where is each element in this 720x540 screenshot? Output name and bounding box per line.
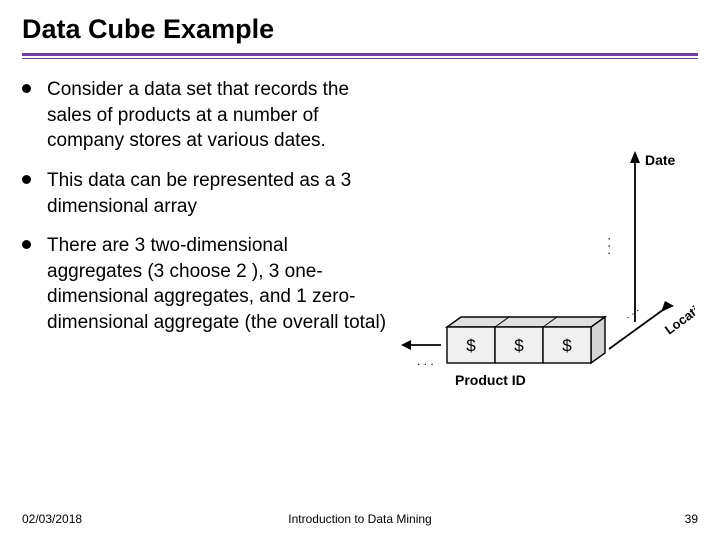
bullet-dot — [22, 175, 31, 184]
bullet-dot — [22, 240, 31, 249]
footer-date: 02/03/2018 — [22, 512, 82, 526]
svg-text:. . .: . . . — [622, 303, 641, 322]
svg-text:. . .: . . . — [606, 237, 621, 255]
list-item: There are 3 two-dimensional aggregates (… — [22, 233, 387, 336]
title-rule-thick — [22, 53, 698, 56]
footer-page: 39 — [685, 512, 698, 526]
svg-text:Date: Date — [645, 152, 676, 168]
svg-text:Product ID: Product ID — [455, 372, 526, 388]
bullet-text: This data can be represented as a 3 dime… — [47, 168, 387, 219]
svg-text:Location: Location — [662, 293, 695, 337]
list-item: Consider a data set that records the sal… — [22, 77, 387, 154]
bullet-dot — [22, 84, 31, 93]
footer: 02/03/2018 Introduction to Data Mining 3… — [22, 512, 698, 526]
svg-text:$: $ — [466, 336, 476, 355]
cube-svg: $ $ $ Date . . . Location . . . Product ID . . . — [395, 117, 695, 447]
footer-title: Introduction to Data Mining — [288, 512, 431, 526]
svg-text:$: $ — [562, 336, 572, 355]
bullet-list: Consider a data set that records the sal… — [22, 77, 387, 452]
content-area: Consider a data set that records the sal… — [22, 77, 698, 452]
svg-text:. . .: . . . — [417, 354, 434, 368]
svg-text:$: $ — [514, 336, 524, 355]
bullet-text: Consider a data set that records the sal… — [47, 77, 387, 154]
bullet-text: There are 3 two-dimensional aggregates (… — [47, 233, 387, 336]
title-rule-thin — [22, 58, 698, 59]
data-cube-figure: $ $ $ Date . . . Location . . . Product ID . . . — [395, 117, 695, 452]
slide-title: Data Cube Example — [22, 14, 698, 45]
list-item: This data can be represented as a 3 dime… — [22, 168, 387, 219]
